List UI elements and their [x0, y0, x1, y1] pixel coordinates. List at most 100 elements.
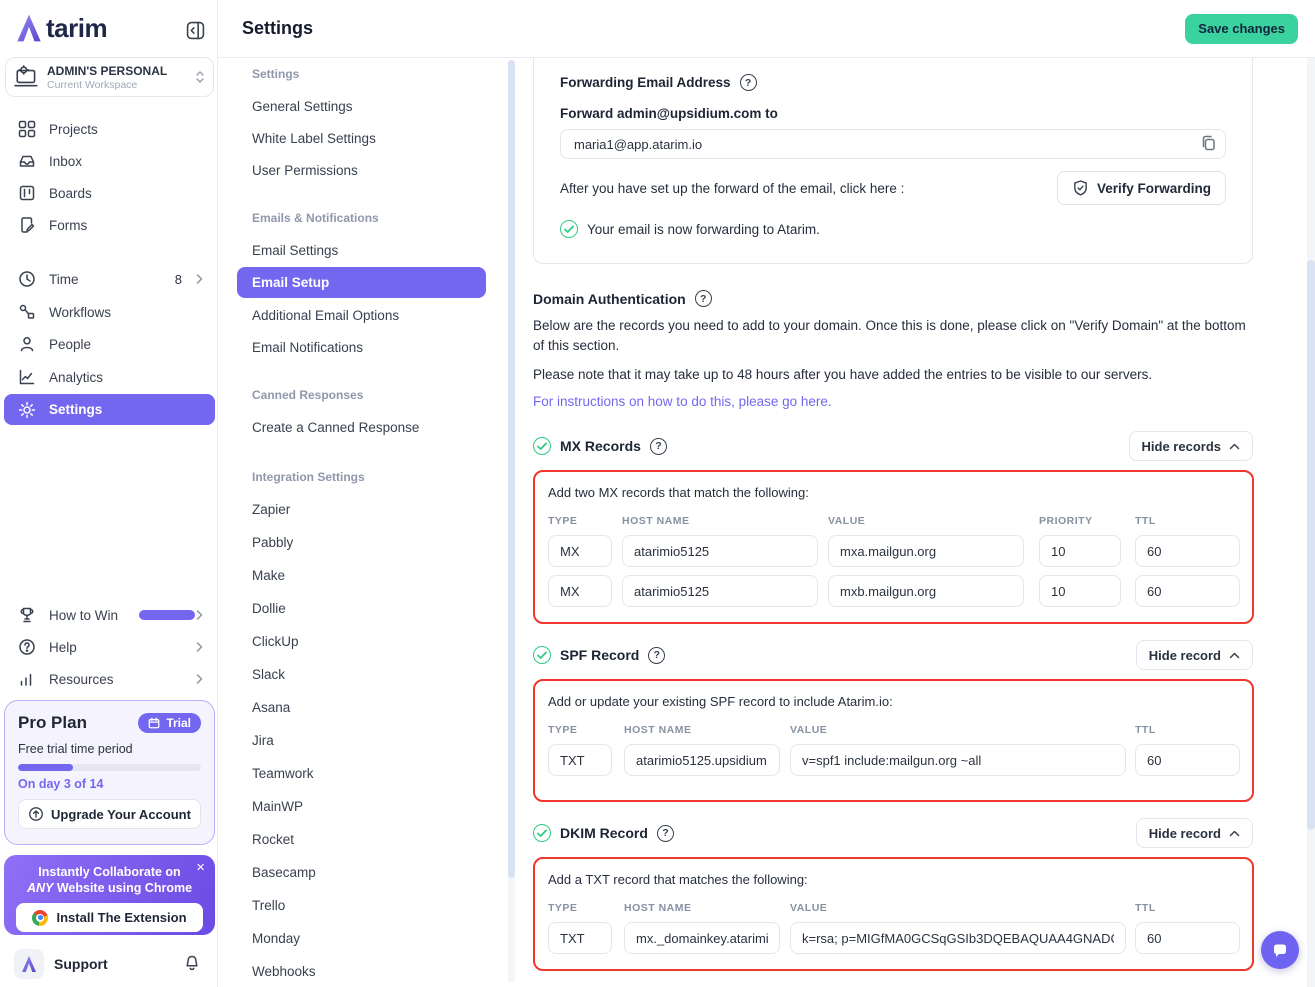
submenu-item-additional-email-options[interactable]: Additional Email Options [252, 307, 400, 323]
help-question-icon[interactable]: ? [656, 824, 674, 842]
submenu-item-dollie[interactable]: Dollie [252, 601, 286, 616]
sidebar-item-forms[interactable]: Forms [0, 209, 218, 241]
sidebar-item-settings[interactable]: Settings [4, 394, 215, 425]
chat-bubble-icon [1274, 944, 1286, 957]
submenu-item-trello[interactable]: Trello [252, 898, 286, 913]
hide-mx-records-button[interactable]: Hide records [1128, 431, 1253, 461]
submenu-section-header: Settings [252, 67, 300, 81]
submenu-item-pabbly[interactable]: Pabbly [252, 535, 294, 550]
notification-bell-icon[interactable] [183, 954, 201, 973]
install-extension-button[interactable]: Install The Extension [16, 903, 203, 932]
submenu-item-user-permissions[interactable]: User Permissions [252, 162, 358, 178]
dkim-hostname-input[interactable] [624, 922, 780, 954]
forwarding-email-input[interactable] [560, 129, 1226, 159]
chat-widget-button[interactable] [1261, 931, 1299, 969]
sidebar-item-projects[interactable]: Projects [0, 113, 218, 145]
support-logo-icon [14, 948, 44, 979]
spf-value-input[interactable] [790, 744, 1126, 776]
mx-hostname-input[interactable] [622, 535, 818, 567]
banner-line1: Instantly Collaborate on [38, 865, 181, 879]
dkim-ttl-input[interactable] [1135, 922, 1240, 954]
submenu-item-email-settings[interactable]: Email Settings [252, 242, 339, 258]
chevron-right-icon [195, 641, 204, 653]
trial-badge[interactable]: Trial [138, 713, 201, 733]
submenu-item-make[interactable]: Make [252, 568, 286, 583]
spf-ttl-input[interactable] [1135, 744, 1240, 776]
atarim-logo[interactable]: tarim [14, 13, 108, 43]
sidebar-item-label: Resources [49, 671, 114, 687]
help-question-icon[interactable]: ? [739, 74, 757, 91]
verify-forwarding-button[interactable]: Verify Forwarding [1056, 171, 1226, 205]
sidebar-item-boards[interactable]: Boards [0, 177, 218, 209]
submenu-item-general-settings[interactable]: General Settings [252, 98, 353, 114]
mx-type-input[interactable] [548, 575, 612, 607]
submenu-section-header: Integration Settings [252, 470, 365, 484]
submenu-item-create-canned-response[interactable]: Create a Canned Response [252, 419, 420, 435]
submenu-item-mainwp[interactable]: MainWP [252, 799, 304, 814]
submenu-item-white-label-settings[interactable]: White Label Settings [252, 130, 376, 146]
mx-priority-input[interactable] [1039, 575, 1121, 607]
verify-forwarding-label: Verify Forwarding [1096, 180, 1211, 196]
hide-spf-record-button[interactable]: Hide record [1135, 640, 1253, 670]
mx-priority-input[interactable] [1039, 535, 1121, 567]
atarim-logo-icon [17, 14, 41, 42]
sidebar-item-label: Inbox [49, 153, 83, 169]
submenu-item-monday[interactable]: Monday [252, 931, 301, 946]
hide-dkim-record-label: Hide record [1148, 825, 1221, 841]
submenu-item-basecamp[interactable]: Basecamp [252, 865, 316, 880]
dkim-value-input[interactable] [790, 922, 1126, 954]
sidebar-item-how-to-win[interactable]: How to Win [0, 599, 218, 631]
sidebar-item-analytics[interactable]: Analytics [0, 361, 218, 393]
spf-type-input[interactable] [548, 744, 612, 776]
sidebar-item-label: Settings [49, 402, 103, 417]
sidebar-item-help[interactable]: Help [0, 631, 218, 663]
forward-to-label: Forward admin@upsidium.com to [560, 106, 778, 121]
submenu-item-clickup[interactable]: ClickUp [252, 634, 299, 649]
help-question-icon[interactable]: ? [694, 290, 712, 307]
dkim-record-title: DKIM Record [560, 825, 648, 841]
sidebar-item-inbox[interactable]: Inbox [0, 145, 218, 177]
sidebar-item-time[interactable]: Time 8 [0, 263, 218, 295]
hide-mx-records-label: Hide records [1141, 438, 1221, 454]
sidebar-item-label: Help [49, 639, 77, 655]
people-icon [20, 337, 34, 352]
submenu-item-zapier[interactable]: Zapier [252, 502, 291, 517]
submenu-item-jira[interactable]: Jira [252, 733, 274, 748]
help-question-icon[interactable]: ? [648, 646, 666, 664]
mx-ttl-input[interactable] [1135, 535, 1240, 567]
submenu-item-email-setup[interactable]: Email Setup [237, 267, 486, 298]
mx-hostname-input[interactable] [622, 575, 818, 607]
main-scrollbar-thumb[interactable] [1307, 260, 1315, 830]
mx-value-input[interactable] [828, 535, 1024, 567]
submenu-item-email-notifications[interactable]: Email Notifications [252, 339, 364, 355]
workspace-selector[interactable]: ADMIN'S PERSONAL... Current Workspace [5, 57, 214, 97]
mx-value-input[interactable] [828, 575, 1024, 607]
copy-icon[interactable] [1199, 134, 1217, 152]
submenu-item-slack[interactable]: Slack [252, 667, 286, 682]
column-header: HOST NAME [624, 724, 692, 736]
success-check-icon [560, 220, 578, 238]
instructions-link[interactable]: For instructions on how to do this, plea… [533, 394, 832, 409]
boards-icon [19, 185, 35, 201]
sidebar-item-people[interactable]: People [0, 328, 218, 360]
submenu-item-rocket[interactable]: Rocket [252, 832, 295, 847]
submenu-item-teamwork[interactable]: Teamwork [252, 766, 314, 781]
submenu-scrollbar-thumb[interactable] [508, 60, 515, 878]
support-row[interactable]: Support [0, 940, 218, 987]
upgrade-account-button[interactable]: Upgrade Your Account [18, 799, 201, 829]
help-question-icon[interactable]: ? [649, 437, 667, 455]
shield-check-icon [1074, 180, 1087, 196]
submenu-item-webhooks[interactable]: Webhooks [252, 964, 316, 979]
submenu-item-asana[interactable]: Asana [252, 700, 291, 715]
page-title: Settings [242, 18, 314, 38]
dkim-type-input[interactable] [548, 922, 612, 954]
close-icon[interactable]: × [196, 859, 205, 876]
mx-type-input[interactable] [548, 535, 612, 567]
spf-hostname-input[interactable] [624, 744, 780, 776]
sidebar-item-workflows[interactable]: Workflows [0, 296, 218, 328]
sidebar-item-resources[interactable]: Resources [0, 663, 218, 695]
mx-ttl-input[interactable] [1135, 575, 1240, 607]
save-changes-button[interactable]: Save changes [1185, 13, 1298, 44]
collapse-sidebar-icon[interactable] [186, 21, 205, 40]
hide-dkim-record-button[interactable]: Hide record [1135, 818, 1253, 848]
